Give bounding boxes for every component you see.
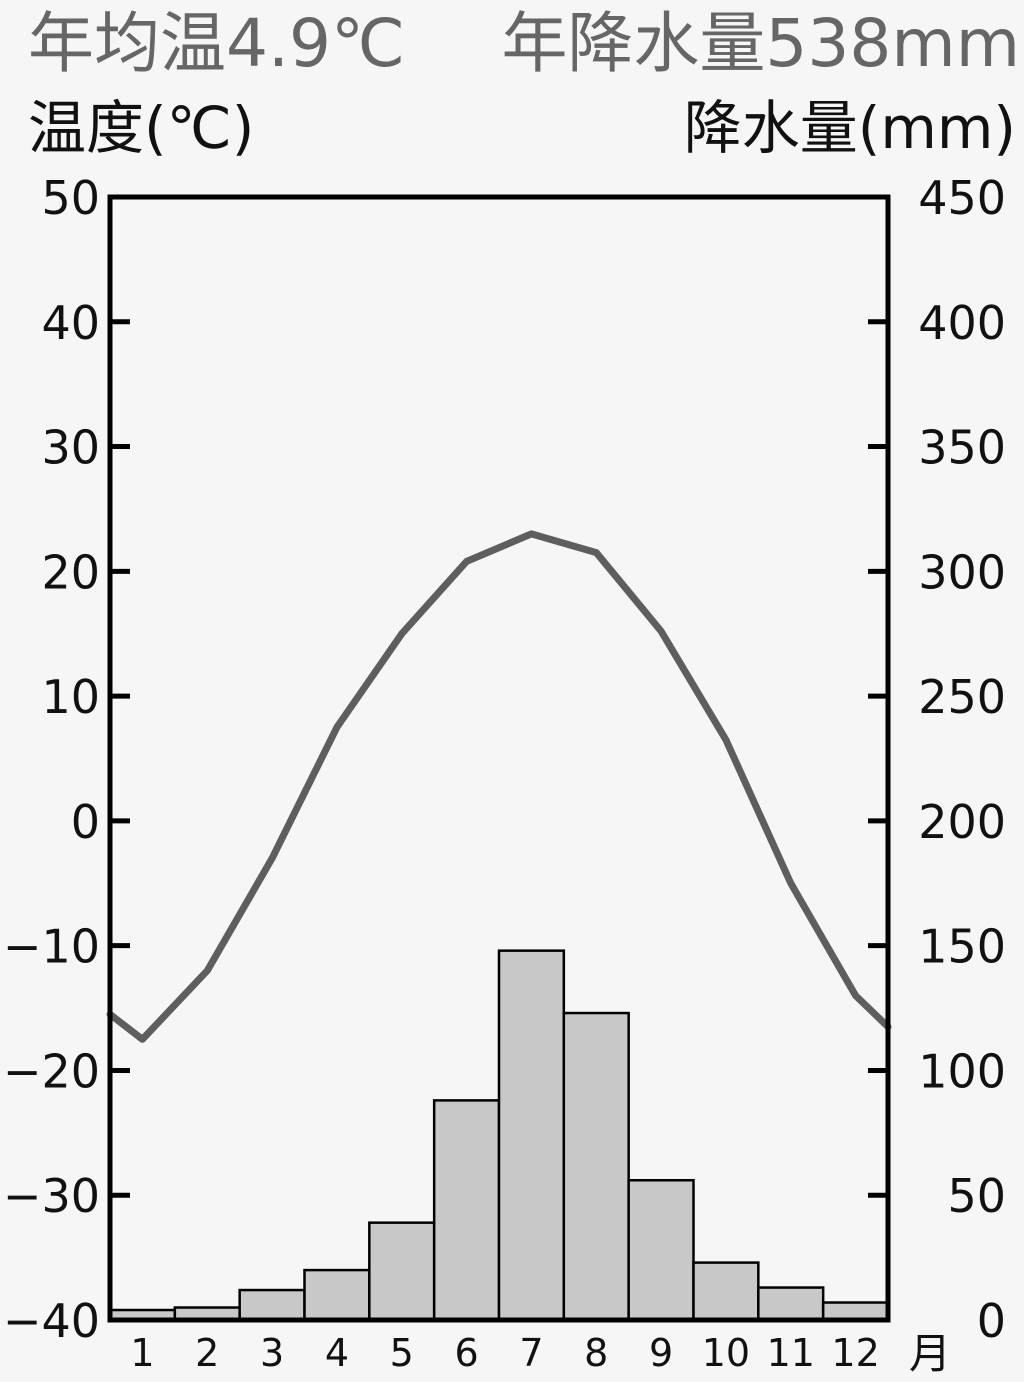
right-tick-label-450: 450 <box>918 171 1006 225</box>
plot-frame <box>107 194 891 1323</box>
precip-bar-3 <box>238 1288 306 1322</box>
month-label-8: 8 <box>584 1331 608 1375</box>
left-tick-label-50: 50 <box>41 171 100 225</box>
precip-bar-9 <box>627 1178 695 1322</box>
month-label-11: 11 <box>767 1331 815 1375</box>
right-axis-title: 降水量(mm) <box>684 94 1016 162</box>
precip-bar-10 <box>692 1261 760 1322</box>
precipitation-bars <box>108 949 890 1322</box>
month-label-2: 2 <box>195 1331 219 1375</box>
left-tick-label-20: 20 <box>41 545 100 599</box>
precip-bar-7 <box>497 949 566 1322</box>
right-tick-label-200: 200 <box>918 795 1006 849</box>
precip-bar-12 <box>821 1301 890 1322</box>
precip-bar-4 <box>303 1268 371 1322</box>
right-tick-label-150: 150 <box>918 920 1006 974</box>
right-axis-ticks: 450 400 350 300 250 200 150 100 50 0 <box>868 171 1006 1348</box>
temperature-line <box>106 530 892 1043</box>
annual-precip-label: 年降水量538mm <box>501 5 1020 82</box>
month-label-3: 3 <box>260 1331 284 1375</box>
month-label-7: 7 <box>519 1331 543 1375</box>
month-label-5: 5 <box>390 1331 414 1375</box>
precip-bar-5 <box>368 1221 436 1322</box>
right-tick-label-400: 400 <box>918 296 1006 350</box>
axes <box>107 194 891 1323</box>
precip-bar-8 <box>562 1011 630 1322</box>
month-unit-label: 月 <box>909 1329 951 1377</box>
left-tick-label--40: −40 <box>3 1294 100 1348</box>
month-label-9: 9 <box>649 1331 673 1375</box>
month-label-4: 4 <box>325 1331 349 1375</box>
right-tick-label-250: 250 <box>918 670 1006 724</box>
left-tick-label-10: 10 <box>41 670 100 724</box>
left-tick-label--30: −30 <box>3 1169 100 1223</box>
left-tick-label--10: −10 <box>3 920 100 974</box>
annual-temp-label: 年均温4.9℃ <box>28 5 405 82</box>
left-tick-label--20: −20 <box>3 1044 100 1098</box>
right-tick-label-300: 300 <box>918 545 1006 599</box>
left-axis-ticks: 50 40 30 20 10 0 −10 −20 −30 −40 <box>3 171 130 1348</box>
month-axis-labels: 1 2 3 4 5 6 7 8 9 10 11 12 <box>130 1331 879 1375</box>
month-label-6: 6 <box>454 1331 478 1375</box>
right-tick-label-100: 100 <box>918 1044 1006 1098</box>
left-tick-label-40: 40 <box>41 296 100 350</box>
left-tick-label-0: 0 <box>71 795 100 849</box>
left-tick-label-30: 30 <box>41 421 100 475</box>
left-axis-title: 温度(℃) <box>28 94 254 162</box>
precip-bar-11 <box>757 1286 825 1322</box>
right-tick-label-350: 350 <box>918 421 1006 475</box>
temperature-line-group <box>106 530 892 1043</box>
right-tick-label-50: 50 <box>947 1169 1006 1223</box>
month-label-12: 12 <box>831 1331 879 1375</box>
month-label-10: 10 <box>702 1331 750 1375</box>
month-label-1: 1 <box>130 1331 154 1375</box>
precip-bar-6 <box>432 1099 501 1322</box>
right-tick-label-0: 0 <box>977 1294 1006 1348</box>
